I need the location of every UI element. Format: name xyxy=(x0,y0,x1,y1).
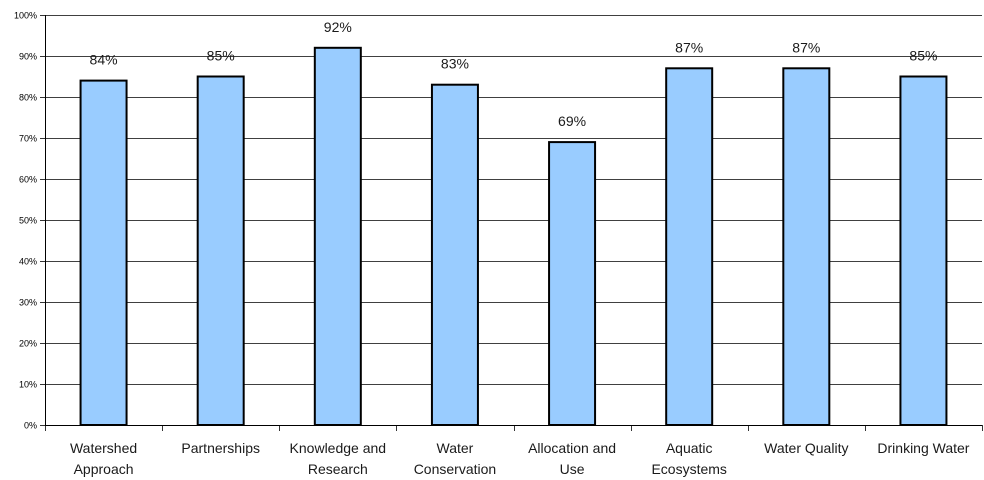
x-category-label: Water xyxy=(437,440,474,456)
x-category-label: Conservation xyxy=(414,461,497,477)
data-label: 83% xyxy=(441,56,469,72)
bar xyxy=(548,141,597,426)
data-label: 84% xyxy=(90,52,118,68)
bar xyxy=(782,67,831,427)
bar xyxy=(196,75,245,426)
data-label: 87% xyxy=(675,39,703,55)
y-tick-label: 60% xyxy=(19,175,37,185)
x-category-label: Aquatic xyxy=(666,440,713,456)
data-label: 85% xyxy=(909,48,937,64)
y-tick-label: 10% xyxy=(19,380,37,390)
y-tick-label: 70% xyxy=(19,134,37,144)
x-category-label: Water Quality xyxy=(764,440,848,456)
bar xyxy=(430,83,479,426)
data-label: 92% xyxy=(324,19,352,35)
y-tick-label: 100% xyxy=(14,11,37,21)
y-tick-label: 20% xyxy=(19,339,37,349)
data-label: 87% xyxy=(792,39,820,55)
y-tick-label: 0% xyxy=(24,421,37,431)
x-category-label: Approach xyxy=(74,461,134,477)
bar xyxy=(79,79,128,426)
x-category-label: Drinking Water xyxy=(877,440,969,456)
bar xyxy=(313,46,362,427)
bar xyxy=(665,67,714,427)
x-category-label: Knowledge and xyxy=(290,440,387,456)
x-category-label: Research xyxy=(308,461,368,477)
y-tick-label: 90% xyxy=(19,52,37,62)
data-label: 69% xyxy=(558,113,586,129)
y-tick-label: 80% xyxy=(19,93,37,103)
x-category-label: Use xyxy=(560,461,585,477)
y-tick-label: 30% xyxy=(19,298,37,308)
data-label: 85% xyxy=(207,48,235,64)
x-category-label: Allocation and xyxy=(528,440,616,456)
y-tick-label: 50% xyxy=(19,216,37,226)
bar xyxy=(899,75,948,426)
y-tick-label: 40% xyxy=(19,257,37,267)
x-category-label: Watershed xyxy=(70,440,137,456)
x-category-label: Partnerships xyxy=(181,440,260,456)
x-category-label: Ecosystems xyxy=(651,461,726,477)
